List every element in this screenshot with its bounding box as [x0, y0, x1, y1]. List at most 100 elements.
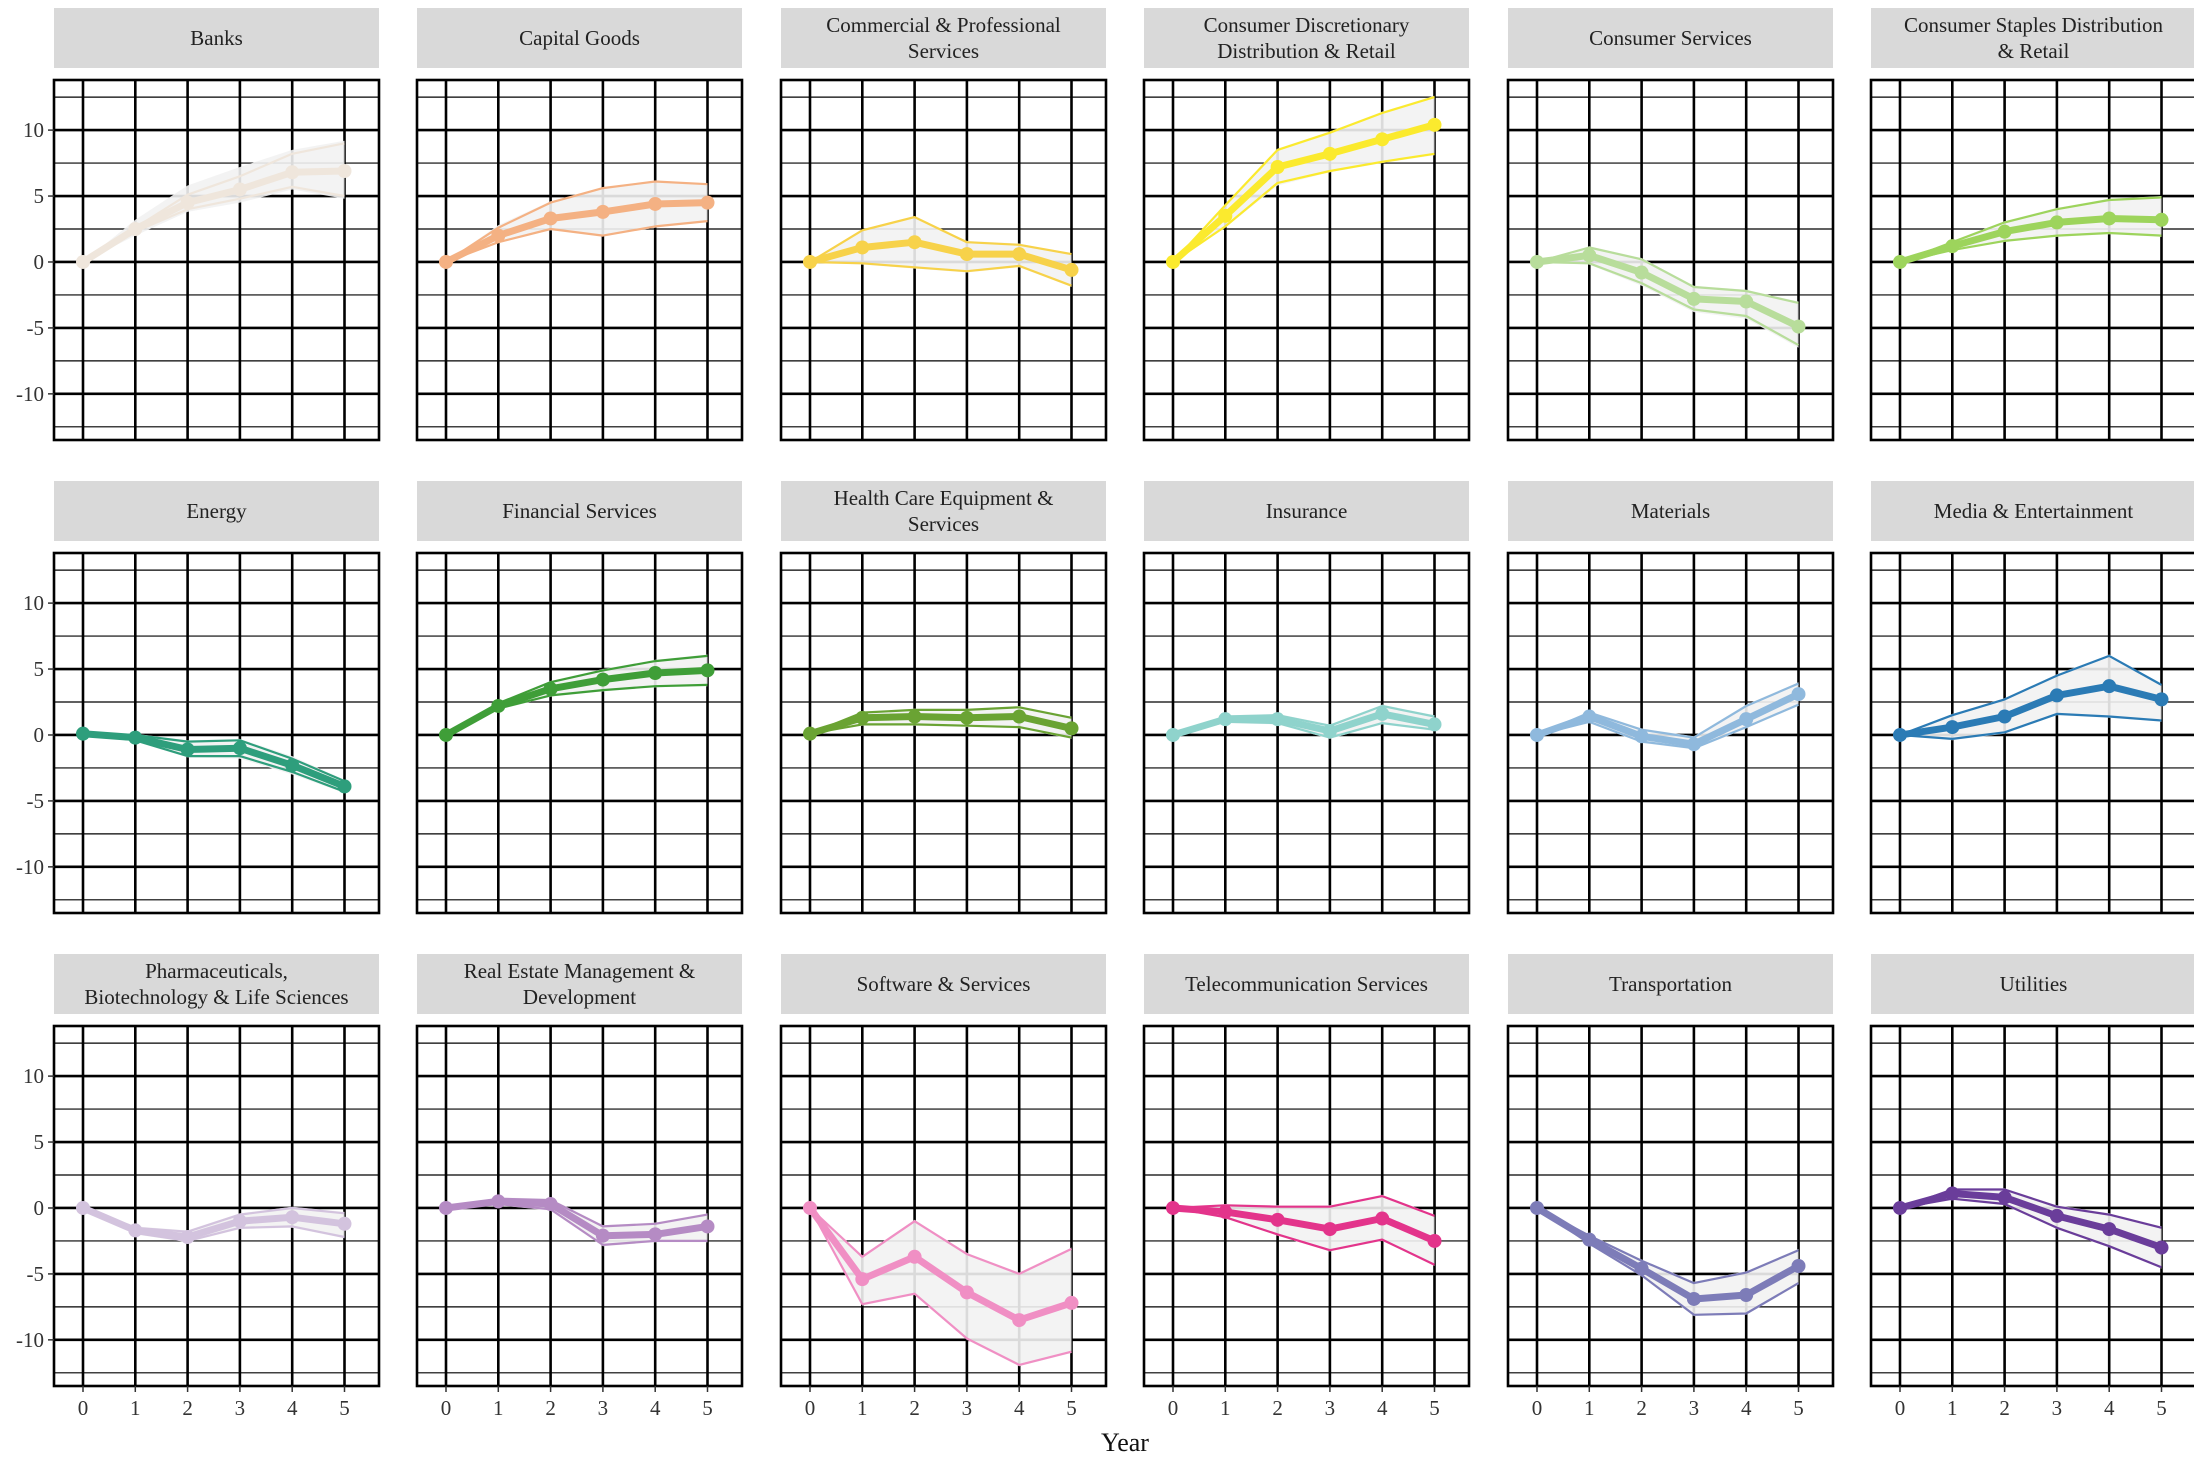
x-tick-label: 2 — [1636, 1396, 1647, 1420]
facet-title: & Retail — [1998, 39, 2070, 63]
facet-strip — [1871, 8, 2194, 68]
series-line — [1896, 215, 2165, 266]
data-point — [1270, 1212, 1285, 1227]
y-tick-label: -10 — [16, 382, 44, 406]
data-point — [1997, 709, 2012, 724]
x-tick-label: 5 — [339, 1396, 350, 1420]
panel-border — [1142, 551, 1471, 915]
data-point — [337, 163, 352, 178]
data-point — [1791, 687, 1806, 702]
data-point — [1686, 1291, 1701, 1306]
panel-border — [1142, 78, 1471, 442]
confidence-band — [1173, 95, 1435, 262]
facet-title: Biotechnology & Life Sciences — [84, 985, 348, 1009]
data-point — [232, 1214, 247, 1229]
confidence-band — [446, 654, 708, 735]
bound-line — [1536, 260, 1800, 347]
facet-strip — [781, 954, 1106, 1014]
data-point — [128, 730, 143, 745]
confidence-band — [83, 140, 345, 262]
facet-strip — [54, 8, 379, 68]
data-point — [1582, 1232, 1597, 1247]
data-point — [1064, 1295, 1079, 1310]
data-point — [1375, 132, 1390, 147]
data-point — [855, 240, 870, 255]
facet-panel: Capital Goods — [415, 8, 744, 442]
facet-strip — [417, 8, 742, 68]
bound-line — [1172, 96, 1435, 263]
confidence-band — [1537, 1208, 1799, 1317]
panel-border — [415, 78, 744, 442]
x-tick-label: 0 — [1168, 1396, 1179, 1420]
y-tick-label: 10 — [23, 118, 44, 142]
facet-panel: Financial Services — [415, 481, 744, 915]
data-point — [1945, 239, 1960, 254]
facet-title: Media & Entertainment — [1934, 499, 2134, 523]
data-point — [1064, 262, 1079, 277]
data-point — [1322, 724, 1337, 739]
data-point — [1530, 727, 1544, 742]
data-point — [1997, 224, 2012, 239]
y-tick-label: -5 — [27, 316, 45, 340]
data-point — [180, 195, 195, 210]
confidence-band — [810, 217, 1072, 287]
data-point — [128, 1223, 143, 1238]
data-point — [907, 709, 922, 724]
facet-strip — [1871, 481, 2194, 541]
y-tick-label: -5 — [27, 1262, 45, 1286]
data-point — [76, 254, 90, 269]
confidence-band — [446, 181, 708, 262]
x-tick-label: 4 — [1377, 1396, 1388, 1420]
data-point — [648, 666, 663, 680]
data-point — [1791, 1259, 1806, 1273]
x-tick-label: 5 — [702, 1396, 713, 1420]
x-tick-label: 4 — [1741, 1396, 1752, 1420]
x-tick-label: 0 — [1532, 1396, 1543, 1420]
y-tick-label: 10 — [23, 1064, 44, 1088]
bound-line — [1172, 1206, 1435, 1266]
data-point — [1893, 254, 1907, 269]
panel-border — [52, 1024, 381, 1388]
data-point — [803, 254, 817, 269]
data-point — [1997, 1190, 2012, 1205]
facet-panel: Utilities 0 1 2 3 4 5 — [1869, 954, 2194, 1420]
facet-title: Development — [523, 985, 636, 1009]
data-point — [1166, 727, 1180, 742]
data-point — [2102, 1222, 2117, 1237]
series-line — [1533, 690, 1802, 748]
data-point — [543, 211, 558, 226]
x-tick-label: 3 — [1325, 1396, 1336, 1420]
x-tick-label: 4 — [1014, 1396, 1025, 1420]
data-point — [1634, 729, 1649, 744]
facet-panel: Consumer Services — [1506, 8, 1835, 442]
x-tick-label: 2 — [182, 1396, 193, 1420]
y-tick-label: 5 — [34, 184, 45, 208]
facet-title: Materials — [1631, 499, 1710, 523]
panel-border — [1869, 551, 2194, 915]
series-line — [442, 1197, 711, 1240]
data-point — [1634, 1261, 1649, 1276]
panel-border — [1506, 551, 1835, 915]
facet-strip — [1144, 954, 1469, 1014]
confidence-band — [1900, 654, 2162, 741]
facet-panel: Software & Services 0 1 2 3 4 5 — [779, 954, 1108, 1420]
data-point — [1270, 712, 1285, 727]
x-tick-label: 2 — [1272, 1396, 1283, 1420]
data-point — [959, 1285, 974, 1300]
data-point — [1791, 319, 1806, 334]
panel-border — [1506, 78, 1835, 442]
data-point — [2102, 679, 2117, 694]
facet-title: Capital Goods — [519, 26, 640, 50]
facet-title: Financial Services — [502, 499, 657, 523]
x-tick-label: 5 — [2156, 1396, 2167, 1420]
x-tick-label: 3 — [235, 1396, 246, 1420]
data-point — [595, 204, 610, 219]
facet-panel: Banks -10 -5 0 5 10 — [16, 8, 381, 442]
data-point — [285, 758, 300, 773]
facet-title: Consumer Staples Distribution — [1904, 13, 2163, 37]
data-point — [1686, 737, 1701, 752]
data-point — [1893, 727, 1907, 742]
data-point — [180, 1229, 195, 1244]
data-point — [76, 726, 90, 741]
